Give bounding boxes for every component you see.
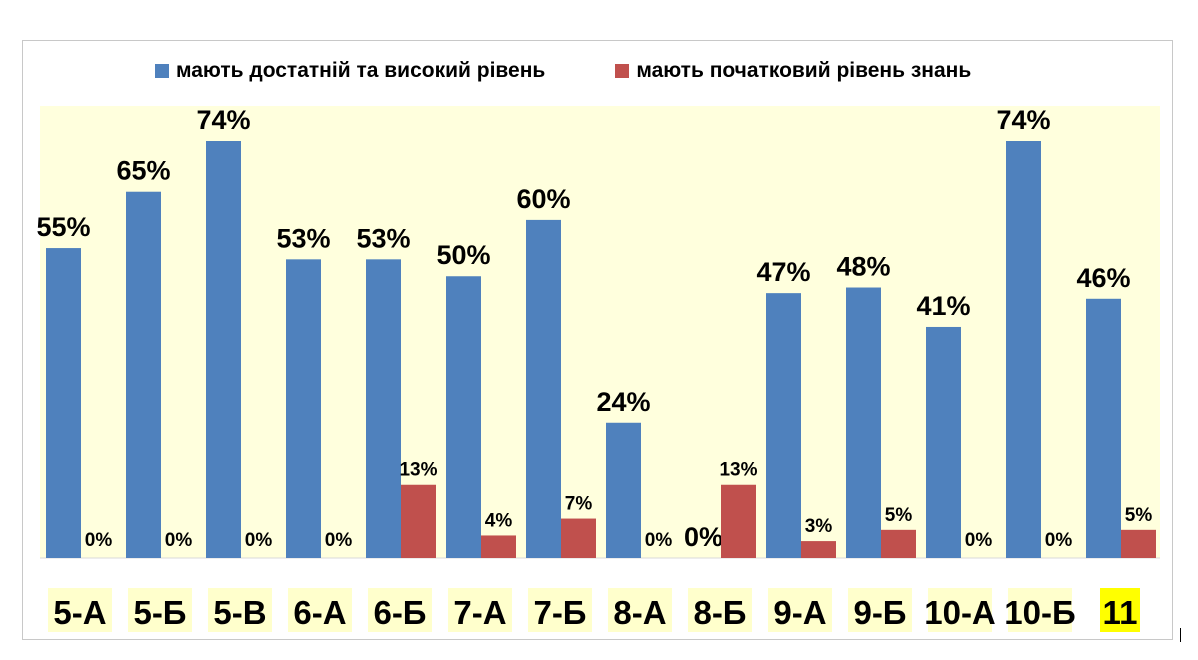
category-label: 9-А bbox=[773, 594, 826, 631]
bar-series-1 bbox=[606, 422, 641, 558]
text-cursor bbox=[1180, 628, 1181, 642]
bar-series-2 bbox=[1121, 529, 1156, 558]
category-label-background bbox=[48, 588, 112, 632]
bar-series-1 bbox=[846, 287, 881, 558]
category-highlight bbox=[1100, 588, 1140, 632]
category-label-background bbox=[608, 588, 672, 632]
chart-legend: мають достатній та високий рівень мають … bbox=[155, 59, 1041, 83]
bar-series-1 bbox=[766, 293, 801, 558]
bar-series-1 bbox=[286, 259, 321, 558]
data-label-series-1: 47% bbox=[756, 257, 810, 287]
data-label-series-2: 0% bbox=[325, 530, 353, 551]
legend-label-series-1: мають достатній та високий рівень bbox=[176, 59, 546, 82]
category-label-background bbox=[288, 588, 352, 632]
legend-swatch-series-1 bbox=[155, 64, 169, 78]
category-label-background bbox=[928, 588, 992, 632]
bar-series-2 bbox=[721, 484, 756, 558]
data-label-series-2: 0% bbox=[165, 530, 193, 551]
legend-swatch-series-2 bbox=[615, 64, 630, 78]
data-label-series-1: 74% bbox=[196, 105, 250, 135]
data-label-series-2: 0% bbox=[245, 530, 273, 551]
bar-series-2 bbox=[801, 541, 836, 558]
data-label-series-1: 50% bbox=[436, 240, 490, 270]
bar-series-1 bbox=[926, 326, 961, 558]
data-label-series-2: 0% bbox=[965, 530, 993, 551]
data-label-series-2: 4% bbox=[485, 510, 513, 531]
category-label-background bbox=[688, 588, 752, 632]
data-label-series-2: 13% bbox=[719, 460, 757, 481]
category-label-background bbox=[528, 588, 592, 632]
data-label-series-2: 0% bbox=[1045, 530, 1073, 551]
category-label: 8-А bbox=[613, 594, 666, 631]
category-label: 5-Б bbox=[133, 594, 186, 631]
bar-series-1 bbox=[126, 191, 161, 558]
data-label-series-2: 5% bbox=[885, 505, 913, 526]
data-label-series-1: 65% bbox=[116, 156, 170, 186]
category-label: 6-Б bbox=[373, 594, 426, 631]
category-label: 11 bbox=[1103, 594, 1138, 631]
bar-series-2 bbox=[881, 529, 916, 558]
data-label-series-2: 5% bbox=[1125, 505, 1153, 526]
category-label: 7-Б bbox=[533, 594, 586, 631]
data-label-series-2: 0% bbox=[85, 530, 113, 551]
category-label: 8-Б bbox=[693, 594, 746, 631]
bar-series-2 bbox=[481, 535, 516, 558]
category-label: 10-А bbox=[924, 594, 996, 631]
data-label-series-1: 0% bbox=[684, 522, 723, 552]
bar-series-1 bbox=[366, 259, 401, 558]
category-label: 6-А bbox=[293, 594, 346, 631]
category-label: 9-Б bbox=[853, 594, 906, 631]
data-label-series-2: 7% bbox=[565, 494, 593, 515]
category-label-background bbox=[448, 588, 512, 632]
bar-series-1 bbox=[446, 276, 481, 558]
legend-item-series-1: мають достатній та високий рівень bbox=[155, 59, 545, 83]
category-label: 7-А bbox=[453, 594, 506, 631]
category-label: 10-Б bbox=[1004, 594, 1075, 631]
data-label-series-1: 41% bbox=[916, 291, 970, 321]
category-label-background bbox=[1008, 588, 1072, 632]
bar-series-2 bbox=[401, 484, 436, 558]
data-label-series-2: 0% bbox=[645, 530, 673, 551]
data-label-series-1: 55% bbox=[36, 212, 90, 242]
category-label-background bbox=[768, 588, 832, 632]
category-label-background bbox=[848, 588, 912, 632]
legend-label-series-2: мають початковий рівень знань bbox=[636, 59, 972, 82]
data-label-series-1: 60% bbox=[516, 184, 570, 214]
data-label-series-2: 13% bbox=[399, 460, 437, 481]
bar-series-1 bbox=[46, 248, 81, 558]
category-label: 5-В bbox=[213, 594, 266, 631]
bar-series-1 bbox=[526, 219, 561, 558]
bar-series-1 bbox=[1006, 141, 1041, 558]
data-label-series-1: 53% bbox=[356, 223, 410, 253]
category-label-background bbox=[128, 588, 192, 632]
data-label-series-1: 53% bbox=[276, 223, 330, 253]
bar-series-1 bbox=[206, 141, 241, 558]
data-label-series-1: 24% bbox=[596, 387, 650, 417]
legend-item-series-2: мають початковий рівень знань bbox=[615, 59, 971, 83]
bar-series-1 bbox=[1086, 298, 1121, 558]
data-label-series-1: 48% bbox=[836, 252, 890, 282]
data-label-series-1: 74% bbox=[996, 105, 1050, 135]
bar-series-2 bbox=[561, 518, 596, 558]
category-label: 5-А bbox=[53, 594, 106, 631]
data-label-series-2: 3% bbox=[805, 516, 833, 537]
data-label-series-1: 46% bbox=[1076, 263, 1130, 293]
category-label-background bbox=[208, 588, 272, 632]
category-label-background bbox=[368, 588, 432, 632]
